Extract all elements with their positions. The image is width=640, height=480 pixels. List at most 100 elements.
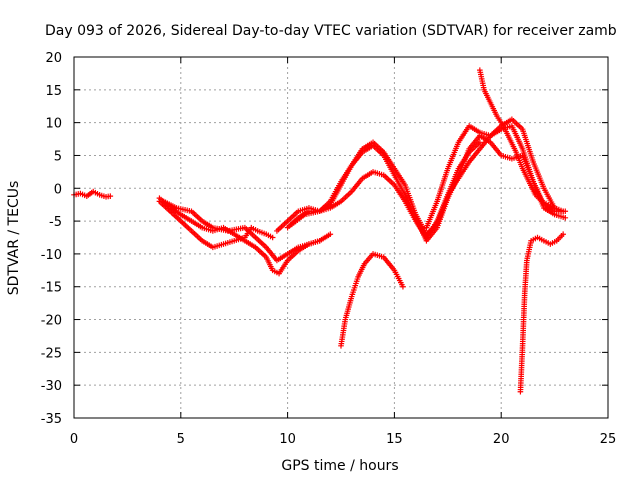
data-point-trail xyxy=(257,228,267,237)
data-point-trail xyxy=(254,245,268,259)
data-point-trail xyxy=(456,148,472,176)
data-point-trail xyxy=(201,239,214,250)
data-point xyxy=(107,193,114,199)
data-point-trail xyxy=(372,251,385,260)
data-point-trail xyxy=(338,318,348,347)
data-point-trail xyxy=(542,206,556,217)
y-tick-label: -35 xyxy=(41,412,62,427)
data-point-trail xyxy=(488,102,499,117)
data-point-trail xyxy=(361,143,375,154)
series-arc-1 xyxy=(71,188,114,200)
y-axis-ticks: 20 15 10 5 0 -5 -10 -15 -20 -25 -30 -35 xyxy=(41,51,608,427)
data-point-trail xyxy=(456,124,471,144)
data-point-trail xyxy=(201,219,214,230)
data-point-trail xyxy=(534,193,543,203)
data-point-trail xyxy=(434,167,450,203)
data-point-trail xyxy=(222,238,235,247)
data-point xyxy=(327,231,334,238)
x-axis-label: GPS time / hours xyxy=(281,458,398,474)
data-point-trail xyxy=(350,151,364,167)
data-point-trail xyxy=(489,124,503,138)
data-point-trail xyxy=(243,239,257,250)
data-point-trail xyxy=(371,144,385,157)
data-point-trail xyxy=(555,233,565,242)
data-point-trail xyxy=(549,239,558,246)
data-point-trail xyxy=(536,235,545,243)
data-point-trail xyxy=(468,124,481,135)
data-point-trail xyxy=(413,216,429,242)
data-point-trail xyxy=(190,219,204,230)
data-point-trail xyxy=(520,167,531,183)
data-point-trail xyxy=(286,249,300,262)
data-point-trail xyxy=(501,124,512,140)
series-arc-9 xyxy=(477,67,564,215)
data-point-trail xyxy=(392,184,407,203)
x-tick-label: 25 xyxy=(600,432,617,447)
data-point-trail xyxy=(233,235,246,243)
data-point-trail xyxy=(541,199,549,207)
data-point-trail xyxy=(467,147,482,164)
data-point-trail xyxy=(543,239,551,246)
data-point xyxy=(269,234,276,241)
data-point-trail xyxy=(509,125,525,150)
y-tick-label: 5 xyxy=(54,149,62,164)
data-point-trail xyxy=(275,252,289,263)
y-tick-label: -20 xyxy=(41,314,62,329)
data-point xyxy=(562,215,569,221)
data-point xyxy=(400,283,406,290)
data-point-trail xyxy=(553,206,562,213)
data-point-trail xyxy=(339,164,354,186)
x-tick-label: 5 xyxy=(177,432,185,447)
x-tick-label: 15 xyxy=(386,432,403,447)
y-tick-label: -30 xyxy=(41,379,62,394)
y-tick-label: -15 xyxy=(41,281,62,296)
data-point-trail xyxy=(495,115,505,127)
data-point-trail xyxy=(73,191,82,198)
data-point-trail xyxy=(547,202,556,210)
series-arc-3 xyxy=(160,198,323,264)
data-point-trail xyxy=(522,259,530,294)
data-points xyxy=(71,67,569,395)
grid xyxy=(74,57,608,418)
data-point-trail xyxy=(201,225,214,234)
data-point-trail xyxy=(520,154,536,183)
data-point-trail xyxy=(286,245,300,256)
data-point-trail xyxy=(363,252,375,265)
data-point-trail xyxy=(318,232,332,243)
data-point-trail xyxy=(98,192,107,199)
data-point-trail xyxy=(179,212,193,223)
data-point-trail xyxy=(264,246,279,262)
data-point-trail xyxy=(169,206,182,217)
data-point-trail xyxy=(349,276,361,298)
y-tick-label: 15 xyxy=(45,84,62,99)
data-point-trail xyxy=(190,209,204,223)
y-tick-label: -5 xyxy=(49,215,62,230)
data-point-trail xyxy=(514,151,525,170)
x-tick-label: 20 xyxy=(493,432,510,447)
data-point-trail xyxy=(467,134,482,151)
data-point-trail xyxy=(243,226,253,239)
data-point-trail xyxy=(527,180,538,196)
series-arc-11 xyxy=(517,231,566,395)
data-point-trail xyxy=(445,141,461,170)
data-point-trail xyxy=(328,180,343,203)
y-tick-label: 10 xyxy=(45,117,62,132)
data-point-trail xyxy=(265,232,274,240)
data-point-trail xyxy=(542,187,557,209)
data-point-trail xyxy=(339,190,353,203)
data-point-trail xyxy=(500,153,513,161)
data-point-trail xyxy=(297,241,310,250)
data-point-trail xyxy=(478,134,492,145)
data-point-trail xyxy=(318,202,332,213)
data-point xyxy=(558,208,564,215)
data-point-trail xyxy=(403,200,418,222)
data-point-trail xyxy=(510,117,524,131)
x-tick-label: 0 xyxy=(70,432,78,447)
data-point-trail xyxy=(286,209,300,223)
data-point-trail xyxy=(79,191,88,199)
data-point-trail xyxy=(275,219,289,233)
data-point-trail xyxy=(290,213,306,226)
data-point-trail xyxy=(424,200,440,229)
data-point-trail xyxy=(445,174,461,200)
